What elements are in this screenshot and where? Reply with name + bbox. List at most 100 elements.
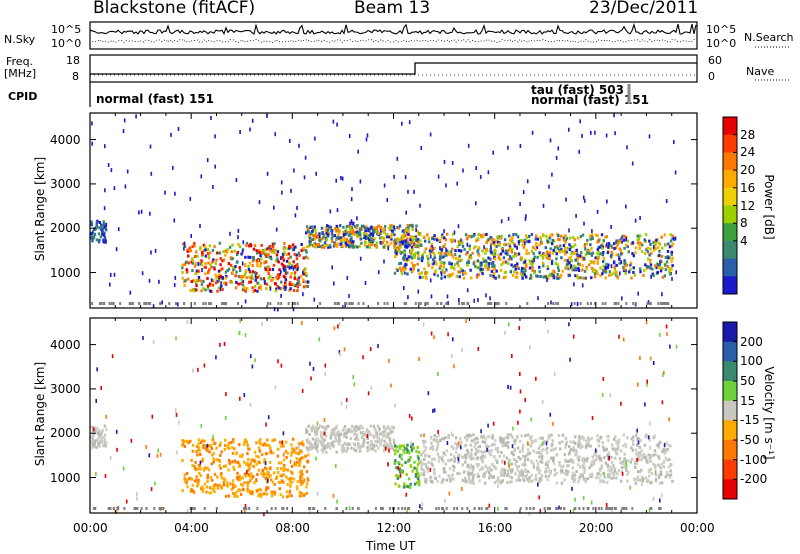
range-gate-cell <box>318 232 321 236</box>
range-gate-cell <box>598 245 601 249</box>
range-gate-cell <box>569 440 572 444</box>
range-gate-cell <box>653 434 656 438</box>
range-gate-cell <box>540 449 544 453</box>
range-gate-cell <box>345 429 348 433</box>
range-gate-cell <box>284 271 288 275</box>
range-gate-cell <box>506 436 510 440</box>
range-gate-cell <box>474 245 477 249</box>
range-gate-cell <box>100 431 104 435</box>
range-gate-cell <box>410 448 414 452</box>
range-gate-cell <box>480 261 483 265</box>
scatter-cell <box>405 210 407 215</box>
range-gate-cell <box>562 464 565 468</box>
range-gate-cell <box>599 467 602 471</box>
range-gate-cell <box>225 274 228 278</box>
range-gate-cell <box>256 281 260 285</box>
range-gate-cell <box>493 243 497 247</box>
range-gate-cell <box>271 277 275 281</box>
range-gate-cell <box>431 266 434 270</box>
scatter-cell <box>585 477 587 482</box>
range-gate-cell <box>330 229 333 232</box>
range-gate-cell <box>620 252 623 256</box>
ground-scatter-cell <box>549 507 551 510</box>
range-gate-cell <box>305 273 308 277</box>
range-gate-cell <box>463 436 467 440</box>
range-gate-cell <box>453 239 457 243</box>
range-gate-cell <box>208 282 212 286</box>
range-gate-cell <box>602 260 605 264</box>
scatter-cell <box>674 170 677 175</box>
ground-scatter-cell <box>597 507 600 510</box>
range-gate-cell <box>582 461 586 465</box>
scatter-cell <box>636 428 638 433</box>
cpid-text-normal-left: normal (fast) 151 <box>96 92 214 106</box>
range-gate-cell <box>255 441 258 445</box>
range-gate-cell <box>252 290 255 294</box>
range-gate-cell <box>496 450 500 454</box>
range-gate-cell <box>668 256 672 260</box>
range-gate-cell <box>523 458 527 462</box>
range-gate-cell <box>575 450 578 454</box>
range-gate-cell <box>419 433 423 437</box>
range-gate-cell <box>387 244 390 248</box>
scatter-cell <box>590 130 592 135</box>
range-gate-cell <box>433 256 436 260</box>
ground-scatter-cell <box>532 507 535 510</box>
range-gate-cell <box>213 490 216 494</box>
range-gate-cell <box>374 227 377 231</box>
range-gate-cell <box>618 257 621 261</box>
range-gate-cell <box>207 270 210 274</box>
range-gate-cell <box>595 476 598 480</box>
range-gate-cell <box>313 441 317 445</box>
beam-title: Beam 13 <box>354 0 431 18</box>
scatter-cell <box>164 190 166 195</box>
range-gate-cell <box>491 433 495 437</box>
range-gate-cell <box>354 425 357 429</box>
range-gate-cell <box>654 479 658 483</box>
scatter-cell <box>183 241 186 246</box>
range-gate-cell <box>298 449 302 453</box>
range-gate-cell <box>558 441 561 445</box>
range-gate-cell <box>555 481 558 485</box>
scatter-cell <box>279 256 282 261</box>
scatter-cell <box>641 482 643 486</box>
scatter-cell <box>512 426 514 431</box>
range-gate-cell <box>246 443 249 447</box>
range-gate-cell <box>231 243 234 247</box>
scatter-cell <box>403 286 405 291</box>
range-gate-cell <box>400 444 403 448</box>
range-gate-cell <box>659 259 662 263</box>
range-gate-cell <box>103 225 106 229</box>
range-gate-cell <box>423 477 427 481</box>
range-gate-cell <box>639 439 642 442</box>
range-gate-cell <box>664 263 667 267</box>
scatter-cell <box>405 492 408 497</box>
range-gate-cell <box>342 445 345 449</box>
range-gate-cell <box>482 474 485 478</box>
range-gate-cell <box>396 248 399 251</box>
range-gate-cell <box>253 481 256 485</box>
range-gate-cell <box>284 285 287 289</box>
range-gate-cell <box>554 446 557 450</box>
range-gate-cell <box>216 486 220 490</box>
scatter-cell <box>364 234 366 239</box>
ground-scatter-cell <box>357 507 360 510</box>
range-gate-cell <box>336 233 340 237</box>
range-gate-cell <box>360 241 363 245</box>
range-gate-cell <box>307 230 311 234</box>
range-gate-cell <box>257 460 261 464</box>
range-gate-cell <box>391 229 394 233</box>
range-gate-cell <box>600 252 603 256</box>
range-gate-cell <box>543 253 546 257</box>
range-gate-cell <box>265 282 269 286</box>
range-gate-cell <box>529 437 533 441</box>
range-gate-cell <box>669 444 672 448</box>
range-gate-cell <box>582 276 585 280</box>
range-gate-cell <box>649 453 652 457</box>
range-gate-cell <box>248 244 251 248</box>
scatter-cell <box>348 294 350 298</box>
range-gate-cell <box>545 234 548 238</box>
range-gate-cell <box>243 438 247 442</box>
nsearch-tick-high: 10^5 <box>706 23 737 36</box>
range-gate-cell <box>412 446 415 450</box>
